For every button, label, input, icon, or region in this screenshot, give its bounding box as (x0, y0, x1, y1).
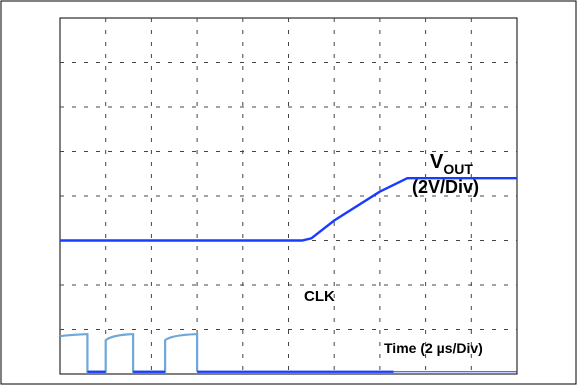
clk-label: CLK (304, 288, 335, 305)
vout-subscript: OUT (443, 161, 473, 177)
vout-scale-label: (2V/Div) (412, 177, 479, 197)
vout-trace (60, 177, 517, 242)
traces (59, 177, 517, 373)
x-axis-label: Time (2 µs/Div) (384, 340, 483, 356)
vout-label: VOUT (430, 151, 473, 177)
clk-trace (59, 333, 199, 373)
